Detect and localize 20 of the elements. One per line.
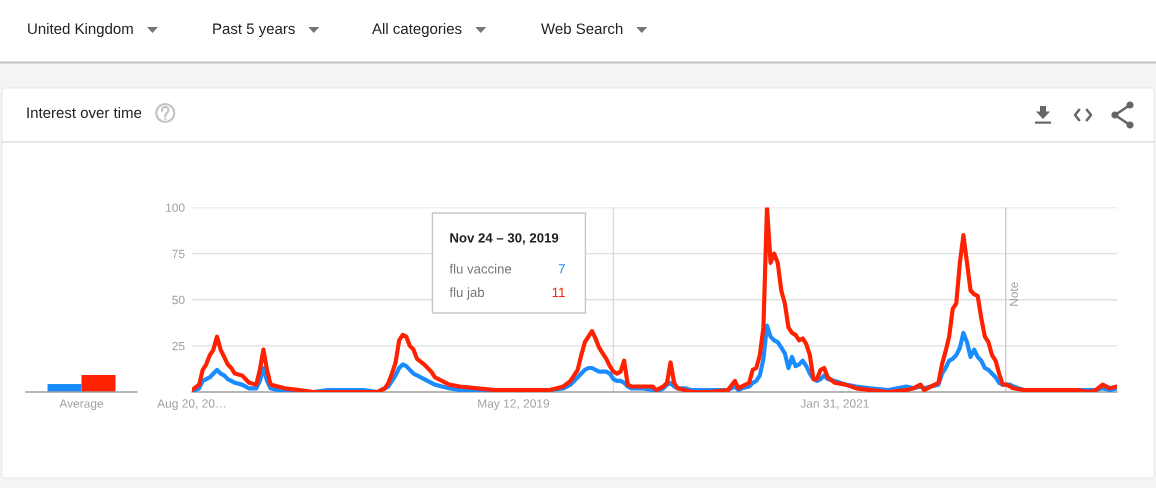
line-series — [192, 207, 1117, 392]
annotation: Nov 24 – 30, 2019 — [450, 233, 559, 245]
text: Web Search — [541, 23, 623, 35]
annotation: 11 — [552, 287, 565, 297]
annotation: flu vaccine — [449, 263, 512, 274]
annotation: flu jab — [449, 287, 485, 300]
x-tick-label: Average — [59, 399, 104, 411]
x-tick-label: Aug 20, 20… — [157, 399, 226, 411]
chart-title: Interest over time — [27, 107, 142, 119]
y-tick-label: 100 — [166, 203, 185, 212]
annotation: 7 — [558, 264, 565, 274]
ref-line-label: Note — [1009, 282, 1018, 306]
y-tick-label: 50 — [172, 295, 185, 305]
x-tick-label: Jan 31, 2021 — [800, 399, 869, 410]
text: All categories — [372, 23, 462, 37]
x-tick-label: May 12, 2019 — [478, 399, 550, 411]
text: Past 5 years — [213, 23, 295, 37]
text: United Kingdom — [28, 23, 133, 37]
y-tick-label: 75 — [172, 249, 185, 259]
y-tick-label: 25 — [172, 341, 185, 351]
